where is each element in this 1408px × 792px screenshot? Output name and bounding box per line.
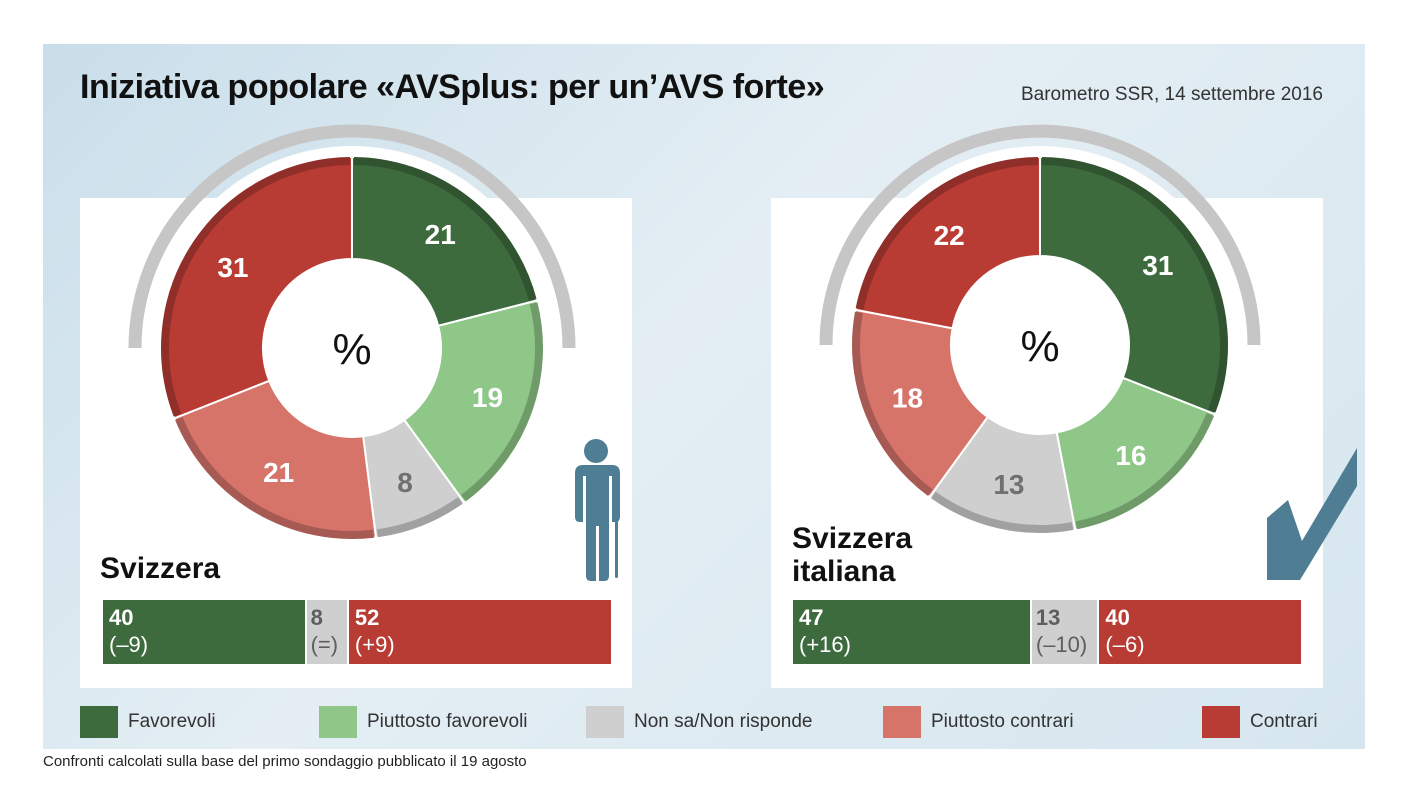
legend-label: Non sa/Non risponde (634, 711, 813, 732)
donut-value-label: 31 (217, 252, 248, 283)
summary-value: 47 (799, 605, 824, 630)
legend: Favorevoli Piuttosto favorevoli Non sa/N… (80, 706, 1323, 738)
summary-segment-favorevoli: 40 (–9) (103, 600, 305, 664)
donut-value-label: 22 (934, 220, 965, 251)
donut-center-symbol: % (332, 325, 371, 374)
summary-change: (+9) (354, 632, 395, 657)
elderly-person-icon (575, 439, 620, 581)
decorative-arc (819, 124, 1261, 346)
decorative-arc (128, 124, 576, 349)
legend-swatch (883, 706, 921, 738)
donut-slice-rim (1075, 413, 1215, 530)
legend-item-favorevoli: Favorevoli (80, 706, 216, 738)
donut-slice-rim (855, 157, 1039, 310)
donut-slice-rim (852, 311, 933, 496)
region-label-svizzera-italiana: Svizzera italiana (792, 522, 913, 588)
summary-value: 8 (310, 605, 323, 630)
donut-value-label: 13 (993, 469, 1024, 500)
legend-swatch (1202, 706, 1240, 738)
legend-swatch (80, 706, 118, 738)
summary-bar-svizzera: 40 (–9) 8 (=) 52 (+9) (103, 600, 611, 664)
donut-value-label: 21 (425, 219, 456, 250)
legend-swatch (586, 706, 624, 738)
donut-value-label: 16 (1115, 440, 1146, 471)
summary-segment-non-sa: 13 (–10) (1031, 600, 1098, 664)
legend-item-piuttosto-contrari: Piuttosto contrari (883, 706, 1074, 738)
legend-item-non-sa: Non sa/Non risponde (586, 706, 813, 738)
summary-segment-non-sa: 8 (=) (306, 600, 347, 664)
donut-slice-rim (931, 491, 1074, 533)
donut-svizzera: 21 19 8 21 31% (128, 124, 576, 550)
legend-label: Piuttosto contrari (931, 711, 1074, 732)
summary-segment-favorevoli: 47 (+16) (793, 600, 1030, 664)
summary-value: 52 (354, 605, 380, 630)
donut-slice-rim (376, 497, 463, 538)
chart-source: Barometro SSR, 14 settembre 2016 (1020, 84, 1323, 105)
legend-item-contrari: Contrari (1202, 706, 1318, 738)
donut-center (964, 269, 1116, 421)
donut-slice-rim (461, 302, 543, 502)
summary-change: (–6) (1105, 632, 1145, 657)
donut-value-label: 21 (263, 457, 294, 488)
summary-change: (–10) (1035, 632, 1088, 657)
donut-center-symbol: % (1020, 322, 1059, 371)
summary-change: (=) (310, 632, 339, 657)
summary-segment-contrari: 52 (+9) (348, 600, 611, 664)
legend-swatch (319, 706, 357, 738)
footnote: Confronti calcolati sulla base del primo… (43, 753, 527, 770)
summary-bar-svizzera-italiana: 47 (+16) 13 (–10) 40 (–6) (793, 600, 1301, 664)
donut-value-label: 18 (892, 382, 923, 413)
checkmark-icon (1267, 448, 1357, 580)
legend-label: Piuttosto favorevoli (367, 711, 528, 732)
summary-value: 40 (1105, 605, 1130, 630)
donut-slice-rim (175, 417, 374, 539)
legend-label: Favorevoli (128, 711, 216, 732)
summary-value: 40 (109, 605, 134, 630)
legend-item-piuttosto-favorevoli: Piuttosto favorevoli (319, 706, 528, 738)
donut-svizzera-italiana: 31 16 13 18 22% (819, 124, 1261, 544)
donut-center (276, 272, 428, 424)
donut-value-label: 19 (472, 382, 503, 413)
summary-change: (+16) (799, 632, 851, 657)
donut-slice-rim (1041, 157, 1228, 413)
summary-value: 13 (1035, 605, 1061, 630)
donut-slice-rim (353, 157, 537, 301)
summary-segment-contrari: 40 (–6) (1099, 600, 1301, 664)
region-label-svizzera: Svizzera (100, 552, 221, 585)
chart-title: Iniziativa popolare «AVSplus: per un’AVS… (80, 68, 825, 106)
donut-value-label: 8 (397, 467, 413, 498)
summary-change: (–9) (109, 632, 149, 657)
donut-slice-rim (161, 157, 351, 417)
donut-value-label: 31 (1142, 250, 1173, 281)
legend-label: Contrari (1250, 711, 1318, 732)
